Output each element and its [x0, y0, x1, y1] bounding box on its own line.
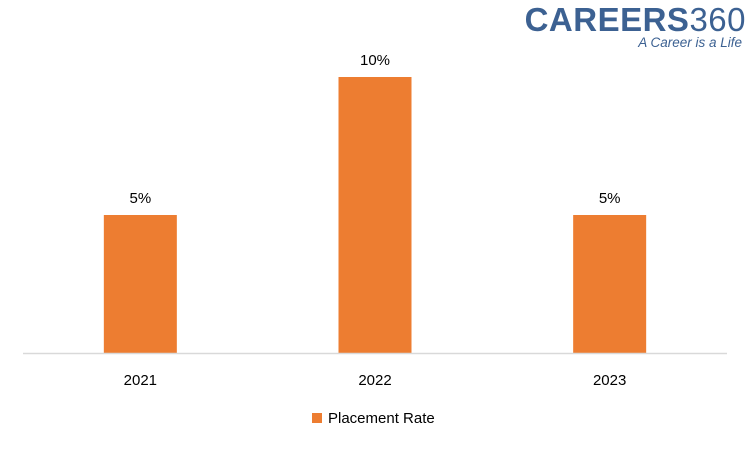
- data-label-2022: 10%: [360, 52, 390, 69]
- x-tick-label-2023: 2023: [593, 372, 626, 389]
- legend-swatch: [312, 413, 322, 423]
- bar-2021: [103, 215, 177, 353]
- careers360-logo: CAREERS360 A Career is a Life: [525, 3, 746, 50]
- logo-wordmark: CAREERS360: [525, 3, 746, 37]
- x-tick-label-2022: 2022: [358, 372, 391, 389]
- logo-brand-number: 360: [689, 1, 746, 38]
- data-label-2021: 5%: [129, 190, 151, 207]
- bar-2022: [338, 77, 412, 353]
- logo-brand: CAREERS: [524, 1, 690, 38]
- x-tick-label-2021: 2021: [124, 372, 157, 389]
- data-label-2023: 5%: [599, 190, 621, 207]
- legend-label: Placement Rate: [328, 410, 435, 427]
- logo-tagline: A Career is a Life: [638, 35, 742, 50]
- bar-2023: [573, 215, 647, 353]
